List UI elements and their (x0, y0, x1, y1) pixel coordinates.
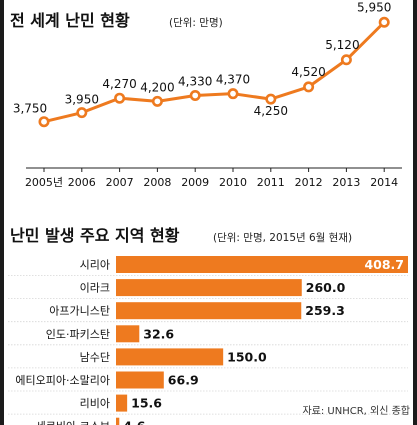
data-label: 4,330 (178, 74, 212, 88)
bar-chart-title: 난민 발생 주요 지역 현황 (10, 226, 180, 245)
data-point (265, 93, 277, 105)
x-tick-label: 2014 (370, 176, 398, 189)
x-tick-label: 2010 (219, 176, 247, 189)
bar-value-label: 66.9 (168, 373, 199, 388)
data-point (303, 81, 315, 93)
data-label: 4,270 (102, 77, 136, 91)
bar (116, 348, 224, 366)
data-point (76, 107, 88, 119)
bar (116, 279, 302, 297)
data-point (378, 16, 390, 28)
x-tick-label: 2006 (68, 176, 96, 189)
data-point (340, 54, 352, 66)
bar-chart: 시리아 408.7 이라크 260.0 아프가니스탄 259.3 인도·파키스탄 32.6 남수… (8, 256, 408, 425)
series-line (43, 21, 386, 124)
bar-value-label: 32.6 (143, 326, 174, 341)
line-chart-title: 전 세계 난민 현황 (10, 11, 130, 30)
bar (116, 325, 140, 343)
x-tick-label: 2009 (181, 176, 209, 189)
data-point (151, 95, 163, 107)
x-tick-label: 2013 (332, 176, 360, 189)
data-point (227, 88, 239, 100)
infographic-panel: 전 세계 난민 현황 (단위: 만명) 3,750 2005년 3,950 2006 4… (4, 0, 413, 425)
line-chart-unit: (단위: 만명) (169, 16, 223, 29)
data-label: 5,950 (357, 0, 391, 14)
bar (116, 302, 302, 320)
line-chart: 3,750 2005년 3,950 2006 4,270 2007 4,200 2008 4,3… (13, 0, 402, 189)
data-point (114, 92, 126, 104)
bar-category-label: 인도·파키스탄 (46, 328, 110, 341)
bar-value-label: 259.3 (305, 303, 345, 318)
bar (116, 256, 408, 273)
bar-value-label: 260.0 (306, 280, 346, 295)
bar-value-label: 150.0 (227, 349, 267, 364)
x-tick-label: 2012 (295, 176, 323, 189)
data-point (38, 116, 50, 128)
x-tick-label: 2011 (257, 176, 285, 189)
bar-chart-unit: (단위: 만명, 2015년 6월 현재) (213, 231, 352, 244)
data-label: 4,250 (254, 104, 288, 118)
bar-category-label: 아프가니스탄 (49, 305, 110, 318)
bar-category-label: 이라크 (80, 282, 110, 295)
bar-value-label: 4.6 (123, 419, 145, 425)
bar-category-label: 에티오피아·소말리아 (15, 374, 110, 387)
x-tick-label: 2008 (143, 176, 171, 189)
x-tick-label: 2007 (106, 176, 134, 189)
data-label: 4,200 (140, 80, 174, 94)
bar-category-label: 남수단 (80, 351, 110, 364)
x-tick-label: 2005년 (25, 176, 63, 189)
data-label: 3,750 (13, 102, 47, 116)
data-label: 5,120 (325, 38, 359, 52)
bar-value-label: 15.6 (131, 396, 162, 411)
bar (116, 417, 120, 425)
source-note: 자료: UNHCR, 외신 종합 (302, 405, 410, 417)
bar (116, 371, 164, 389)
data-point (189, 89, 201, 101)
bar-value-label: 408.7 (364, 257, 404, 272)
data-label: 3,950 (65, 93, 99, 107)
bar-category-label: 시리아 (80, 259, 110, 272)
data-label: 4,370 (216, 73, 250, 87)
data-label: 4,520 (291, 65, 325, 79)
refugee-infographic: 전 세계 난민 현황 (단위: 만명) 3,750 2005년 3,950 2006 4… (8, 0, 410, 425)
bar-category-label: 세르비아·코소보 (36, 420, 110, 425)
bar (116, 394, 128, 412)
bar-category-label: 리비아 (80, 397, 110, 410)
